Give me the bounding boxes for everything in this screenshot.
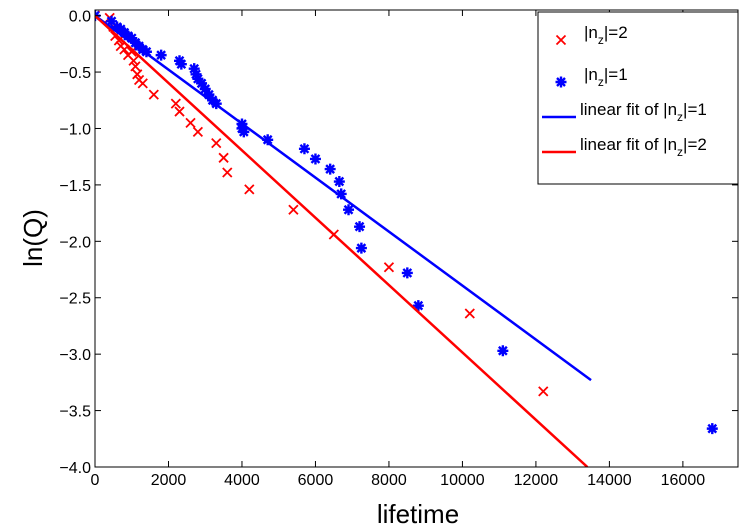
data-point-s1-21 xyxy=(218,152,229,163)
y-tick-label: −3.0 xyxy=(59,347,91,364)
data-point-s2-32 xyxy=(343,204,355,216)
data-point-s2-33 xyxy=(354,221,366,233)
data-point-s1-9 xyxy=(126,46,137,57)
y-tick-label: −1.5 xyxy=(59,178,91,195)
x-tick-label: 8000 xyxy=(371,472,407,489)
legend-label-3: linear fit of |nz|=1 xyxy=(580,100,707,124)
data-point-s2-27 xyxy=(298,143,310,155)
data-point-s2-29 xyxy=(324,163,336,175)
data-point-s1-22 xyxy=(222,167,233,178)
x-tick-label: 0 xyxy=(91,472,100,489)
data-point-s2-7 xyxy=(126,32,138,44)
data-point-s2-15 xyxy=(188,63,200,75)
series-4 xyxy=(95,14,589,467)
data-point-s2-37 xyxy=(497,345,509,357)
data-point-s1-14 xyxy=(137,78,148,89)
data-point-s1-10 xyxy=(128,55,139,66)
x-tick-label: 14000 xyxy=(587,472,632,489)
data-point-s2-35 xyxy=(401,267,413,279)
y-tick-label: −0.5 xyxy=(59,65,91,82)
y-tick-label: −3.5 xyxy=(59,404,91,421)
x-tick-label: 2000 xyxy=(151,472,187,489)
data-point-s1-11 xyxy=(130,61,141,72)
data-point-s1-26 xyxy=(383,262,395,273)
data-point-s1-27 xyxy=(464,308,475,319)
data-point-s2-34 xyxy=(355,242,367,254)
legend-label-1: |nz|=2 xyxy=(584,23,628,47)
data-point-s1-19 xyxy=(192,126,204,138)
data-point-s1-16 xyxy=(170,98,181,109)
plot-area xyxy=(95,10,718,467)
data-point-s2-31 xyxy=(335,188,347,200)
fit-line-3 xyxy=(95,14,592,382)
x-tick-label: 12000 xyxy=(514,472,559,489)
legend-label-4: linear fit of |nz|=2 xyxy=(580,135,707,159)
data-point-s1-23 xyxy=(244,184,255,195)
data-point-s2-19 xyxy=(199,83,211,95)
legend-symbol-2 xyxy=(555,76,567,88)
x-tick-label: 16000 xyxy=(661,472,706,489)
data-point-s2-26 xyxy=(262,134,274,146)
data-point-s2-18 xyxy=(196,77,208,89)
data-point-s1-15 xyxy=(148,89,159,100)
data-point-s1-12 xyxy=(132,69,143,80)
data-point-s2-11 xyxy=(140,46,152,58)
data-point-s2-36 xyxy=(412,300,424,312)
x-tick-label: 10000 xyxy=(440,472,485,489)
data-point-s1-24 xyxy=(288,204,299,215)
data-point-s2-17 xyxy=(192,73,204,85)
legend: |nz|=2 |nz|=1 linear fit of |nz|=1 linear f… xyxy=(537,11,739,185)
fit-line-4 xyxy=(95,14,589,467)
x-axis-label: lifetime xyxy=(377,499,459,529)
data-point-s2-20 xyxy=(203,89,215,101)
data-point-s1-5 xyxy=(113,35,125,46)
data-point-s1-17 xyxy=(174,106,185,117)
data-point-s2-12 xyxy=(155,49,167,61)
legend-box xyxy=(537,11,739,185)
series-3 xyxy=(95,14,592,382)
data-point-s2-38 xyxy=(706,423,718,435)
x-tick-label: 6000 xyxy=(298,472,334,489)
y-tick-label: −4.0 xyxy=(59,460,91,477)
data-point-s2-30 xyxy=(333,176,345,188)
legend-symbol-1 xyxy=(555,34,567,46)
y-tick-label: −2.5 xyxy=(59,291,91,308)
data-point-s2-28 xyxy=(309,153,321,165)
x-tick-label: 4000 xyxy=(224,472,260,489)
y-axis-label: ln(Q) xyxy=(18,209,48,267)
axes-box xyxy=(94,9,739,468)
data-point-s2-2 xyxy=(106,15,118,27)
y-tick-label: −2.0 xyxy=(59,234,91,251)
series-2 xyxy=(95,10,718,435)
data-point-s2-16 xyxy=(190,68,202,80)
y-tick-label: 0.0 xyxy=(69,9,91,26)
data-point-s1-28 xyxy=(538,386,549,397)
axes: 0 2000 4000 6000 8000 10000 12000 14000 16000 0.0… xyxy=(59,9,739,489)
legend-label-2: |nz|=1 xyxy=(584,65,628,89)
data-point-s1-20 xyxy=(211,138,222,149)
data-point-s2-25 xyxy=(238,126,250,138)
y-tick-label: −1.0 xyxy=(59,121,91,138)
data-point-s1-18 xyxy=(185,117,196,128)
data-point-s2-14 xyxy=(175,58,187,70)
